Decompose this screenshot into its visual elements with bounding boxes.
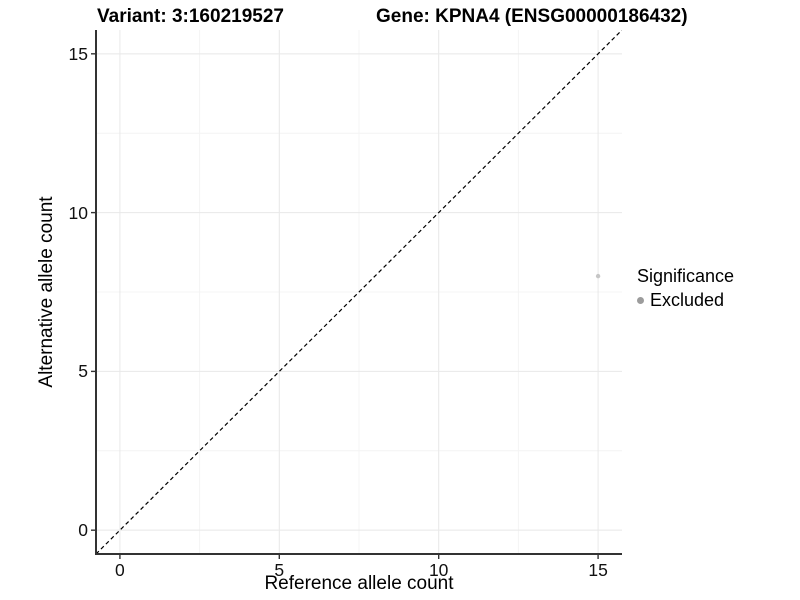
y-tick-label: 15 <box>68 43 88 64</box>
legend-item-label: Excluded <box>650 290 725 310</box>
data-point <box>595 273 601 279</box>
legend-item-excluded: Excluded <box>637 290 734 311</box>
y-tick-label: 0 <box>78 520 88 541</box>
y-axis-title: Alternative allele count <box>36 196 57 388</box>
legend-title: Significance <box>637 266 735 286</box>
x-tick-label: 15 <box>588 560 608 580</box>
plot-panel <box>88 30 624 562</box>
gene-title: Gene: KPNA4 (ENSG00000186432) <box>376 6 688 27</box>
excluded-dot-icon <box>637 297 644 304</box>
x-tick-label: 5 <box>274 560 285 580</box>
legend: Significance Excluded <box>637 266 734 311</box>
x-tick-label: 10 <box>428 560 449 580</box>
plot-panel-svg <box>91 30 622 559</box>
y-tick-label: 10 <box>68 202 88 223</box>
x-axis-title: Reference allele count <box>264 573 454 594</box>
variant-title: Variant: 3:160219527 <box>97 6 284 27</box>
y-tick-label: 5 <box>78 361 88 382</box>
x-tick-label: 0 <box>115 560 125 580</box>
identity-reference-line <box>96 30 622 554</box>
